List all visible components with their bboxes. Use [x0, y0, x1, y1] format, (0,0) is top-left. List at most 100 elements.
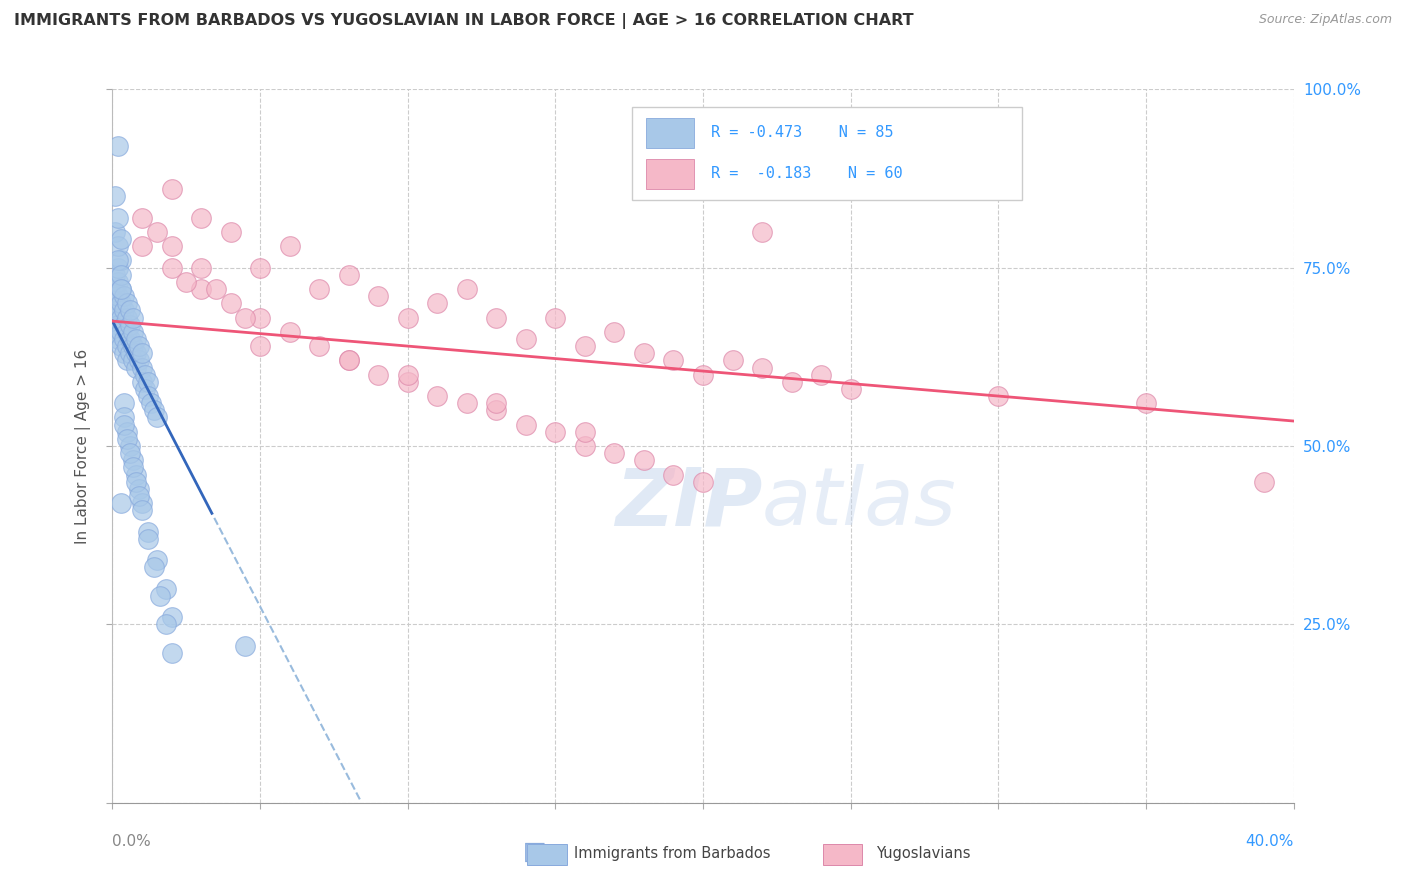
Point [131, 360, 153, 375]
Point [104, 325, 127, 339]
Text: IMMIGRANTS FROM BARBADOS VS YUGOSLAVIAN IN LABOR FORCE | AGE > 16 CORRELATION CH: IMMIGRANTS FROM BARBADOS VS YUGOSLAVIAN … [14, 13, 914, 29]
Point [136, 375, 159, 389]
Point [544, 310, 567, 325]
Point [662, 467, 685, 482]
Point [136, 389, 159, 403]
Point [160, 182, 183, 196]
Text: Source: ZipAtlas.com: Source: ZipAtlas.com [1258, 13, 1392, 27]
Point [190, 211, 212, 225]
Bar [647, 119, 693, 148]
Point [485, 403, 508, 417]
Text: □: □ [523, 840, 546, 863]
Point [160, 260, 183, 275]
Point [122, 310, 145, 325]
Point [128, 339, 150, 353]
Point [396, 368, 419, 382]
Point [107, 239, 129, 253]
Point [125, 332, 148, 346]
Point [117, 432, 138, 446]
Point [131, 211, 153, 225]
Point [122, 325, 145, 339]
Point [544, 425, 567, 439]
Point [117, 339, 138, 353]
Text: Yugoslavians: Yugoslavians [876, 847, 970, 861]
Point [219, 296, 242, 310]
FancyBboxPatch shape [633, 107, 1022, 200]
Point [136, 532, 159, 546]
Point [233, 310, 256, 325]
Text: R = -0.473    N = 85: R = -0.473 N = 85 [711, 125, 894, 140]
Point [112, 346, 135, 360]
Point [987, 389, 1010, 403]
Point [104, 189, 127, 203]
Point [249, 310, 271, 325]
Point [146, 553, 169, 567]
Point [107, 253, 129, 268]
Point [142, 403, 165, 417]
Point [104, 282, 127, 296]
Y-axis label: In Labor Force | Age > 16: In Labor Force | Age > 16 [75, 349, 91, 543]
Point [751, 225, 773, 239]
Point [633, 453, 655, 467]
Point [308, 339, 330, 353]
Point [337, 268, 360, 282]
Point [574, 339, 596, 353]
Point [120, 346, 142, 360]
Point [367, 368, 389, 382]
Point [426, 296, 449, 310]
Point [662, 353, 685, 368]
Point [128, 353, 150, 368]
Point [120, 318, 142, 332]
Point [112, 289, 135, 303]
Point [751, 360, 773, 375]
Point [107, 289, 129, 303]
Point [190, 260, 212, 275]
Point [337, 353, 360, 368]
Point [131, 496, 153, 510]
Point [117, 425, 138, 439]
Point [633, 346, 655, 360]
Point [603, 325, 626, 339]
Point [515, 332, 537, 346]
Point [155, 582, 177, 596]
Point [367, 289, 389, 303]
Point [142, 560, 165, 574]
Text: Immigrants from Barbados: Immigrants from Barbados [574, 847, 770, 861]
Point [692, 475, 714, 489]
Point [190, 282, 212, 296]
Point [110, 310, 132, 325]
Point [112, 303, 135, 318]
Point [249, 339, 271, 353]
Text: 0.0%: 0.0% [112, 834, 152, 849]
Point [110, 496, 132, 510]
Point [139, 396, 162, 410]
Point [131, 346, 153, 360]
Point [117, 325, 138, 339]
Point [134, 368, 156, 382]
Point [128, 482, 150, 496]
Point [110, 296, 132, 310]
Point [120, 439, 142, 453]
Point [337, 353, 360, 368]
Bar [647, 159, 693, 189]
Point [278, 239, 301, 253]
Point [456, 282, 478, 296]
Text: □: □ [523, 840, 546, 863]
Point [149, 589, 172, 603]
Point [1135, 396, 1157, 410]
Point [692, 368, 714, 382]
Point [120, 446, 142, 460]
Point [110, 339, 132, 353]
Point [107, 275, 129, 289]
Point [136, 524, 159, 539]
Point [131, 239, 153, 253]
Point [110, 282, 132, 296]
Point [160, 646, 183, 660]
Point [128, 489, 150, 503]
Text: R =  -0.183    N = 60: R = -0.183 N = 60 [711, 166, 903, 181]
Point [603, 446, 626, 460]
Point [134, 382, 156, 396]
Point [104, 268, 127, 282]
Point [122, 353, 145, 368]
Point [117, 353, 138, 368]
